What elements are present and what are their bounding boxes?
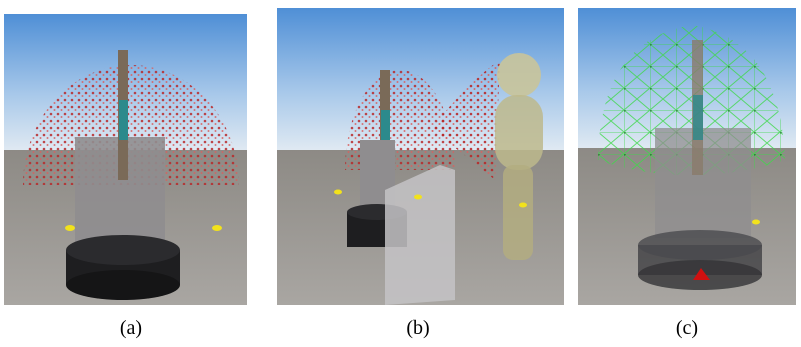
panel-a-image [4, 14, 247, 305]
panel-caption: (a) [120, 317, 142, 339]
panel-c-image [578, 8, 796, 305]
panel-caption: (b) [406, 317, 429, 339]
page: (a) (b) (c) (() => { const data = JSON.p… [0, 0, 801, 347]
panel-b-image [277, 8, 564, 305]
figure: (a) (b) (c) [0, 0, 801, 347]
panel-caption: (c) [676, 317, 698, 339]
